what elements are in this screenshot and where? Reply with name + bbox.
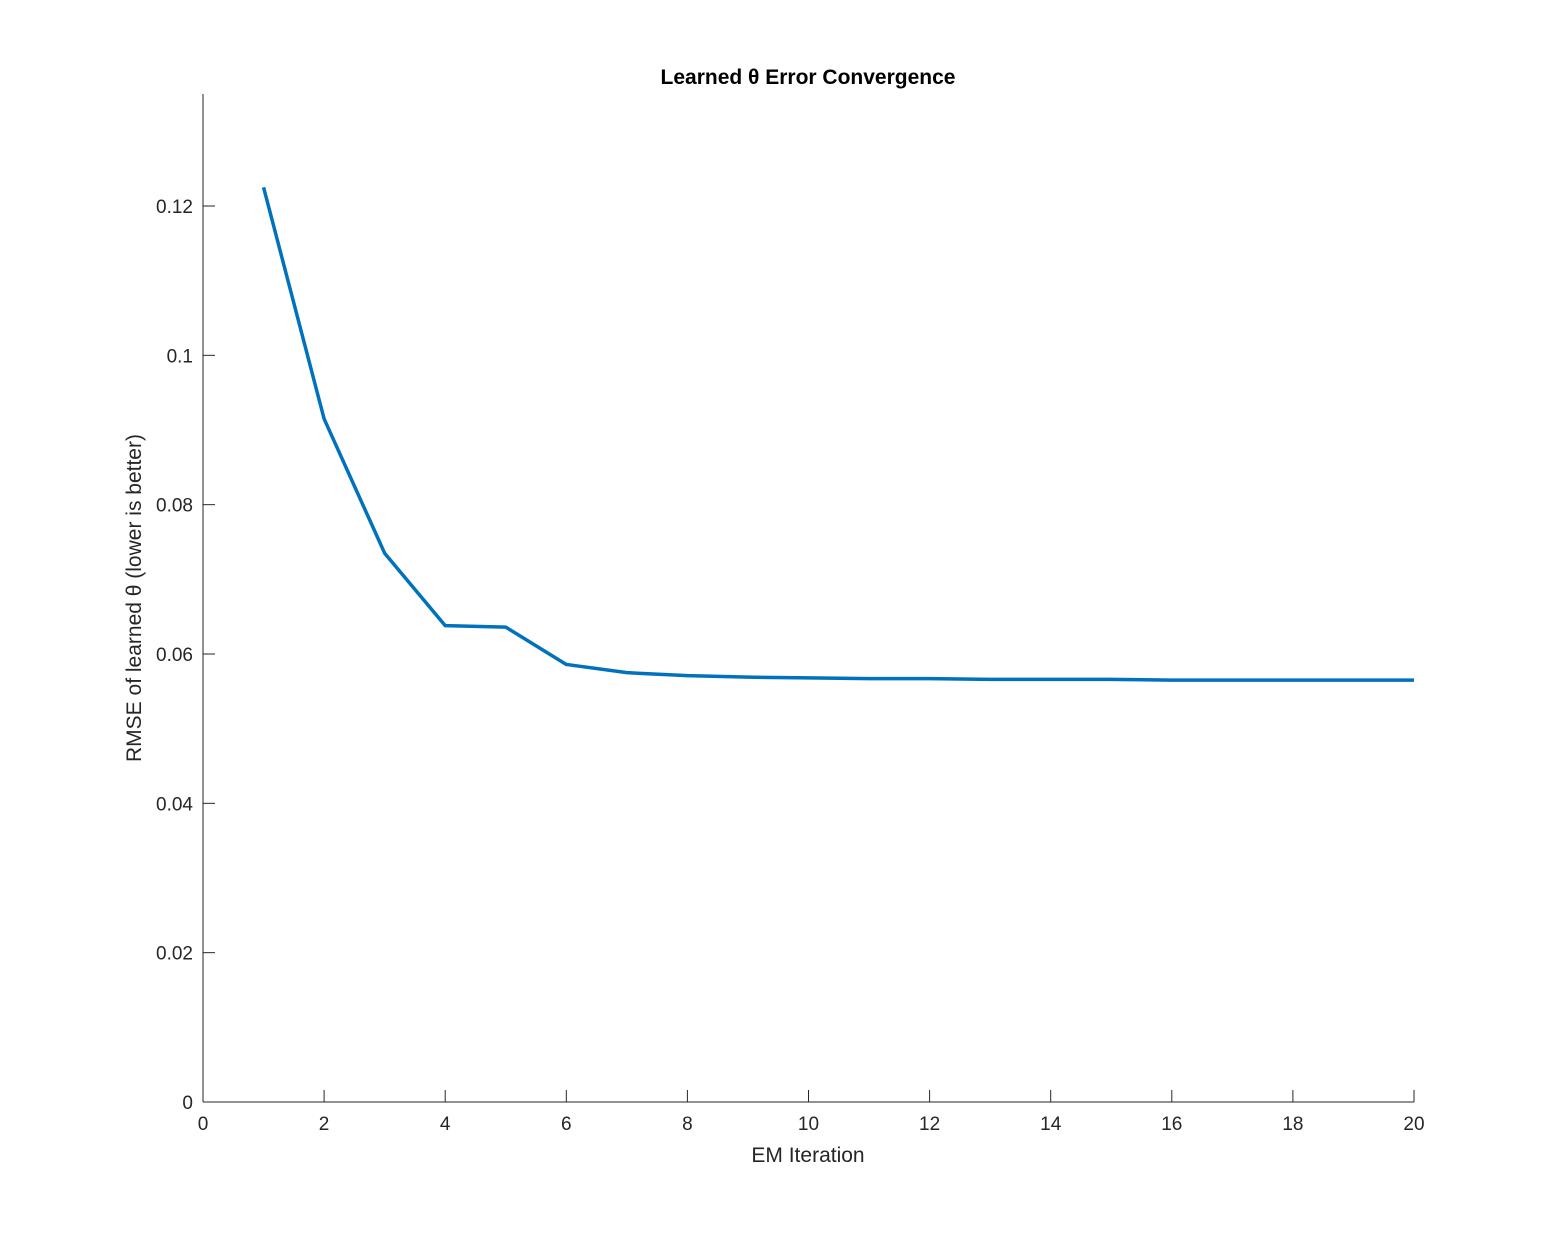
y-tick-label: 0 (182, 1093, 193, 1114)
y-tick-label: 0.02 (156, 944, 193, 965)
x-ticks: 0 2 4 6 8 10 12 14 16 18 20 (198, 1090, 1425, 1135)
x-tick-label: 18 (1282, 1114, 1303, 1135)
y-ticks: 0 0.02 0.04 0.06 0.08 0.1 0.12 (156, 197, 215, 1114)
x-tick-label: 0 (198, 1114, 209, 1135)
y-tick-label: 0.04 (156, 794, 193, 815)
chart-title: Learned θ Error Convergence (661, 66, 956, 89)
series-line (261, 186, 1414, 682)
x-tick-label: 6 (561, 1114, 572, 1135)
y-tick-label: 0.06 (156, 645, 193, 666)
x-tick-label: 12 (919, 1114, 940, 1135)
y-tick-label: 0.1 (167, 346, 193, 367)
y-tick-label: 0.08 (156, 496, 193, 517)
x-tick-label: 10 (798, 1114, 819, 1135)
x-tick-label: 16 (1161, 1114, 1182, 1135)
x-tick-label: 4 (440, 1114, 451, 1135)
x-tick-label: 2 (319, 1114, 330, 1135)
x-tick-label: 20 (1403, 1114, 1424, 1135)
x-tick-label: 14 (1040, 1114, 1062, 1135)
y-axis-title: RMSE of learned θ (lower is better) (123, 434, 146, 762)
y-tick-label: 0.12 (156, 197, 193, 218)
x-axis-title: EM Iteration (751, 1144, 864, 1167)
x-tick-label: 8 (682, 1114, 693, 1135)
plot-series (261, 186, 1414, 682)
